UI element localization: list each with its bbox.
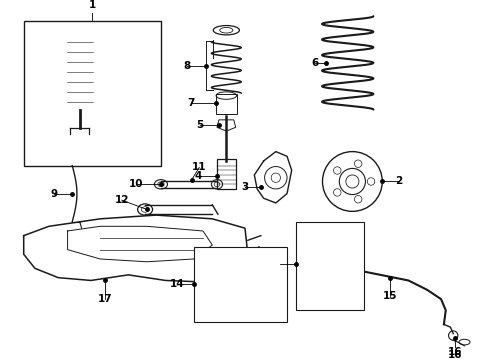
Text: 16: 16 — [448, 351, 463, 360]
Text: 11: 11 — [192, 162, 206, 172]
Bar — [194, 247, 287, 321]
Text: 17: 17 — [98, 294, 112, 304]
Text: 14: 14 — [170, 279, 184, 289]
Text: 16: 16 — [448, 347, 463, 357]
Text: 12: 12 — [115, 195, 129, 205]
Text: 2: 2 — [395, 176, 403, 186]
Text: 1: 1 — [89, 0, 96, 10]
Text: 6: 6 — [312, 58, 318, 68]
Text: 5: 5 — [196, 121, 204, 130]
Bar — [67, 35, 93, 109]
Text: 8: 8 — [183, 61, 191, 71]
Text: 7: 7 — [187, 98, 195, 108]
Bar — [216, 94, 237, 114]
Text: 4: 4 — [195, 171, 202, 181]
Text: 10: 10 — [128, 179, 143, 189]
Text: 15: 15 — [383, 291, 397, 301]
Text: 3: 3 — [242, 182, 248, 192]
Bar — [296, 222, 364, 310]
Bar — [24, 21, 161, 166]
Text: 9: 9 — [50, 189, 57, 199]
Text: 13: 13 — [272, 258, 287, 269]
Bar — [217, 159, 236, 189]
